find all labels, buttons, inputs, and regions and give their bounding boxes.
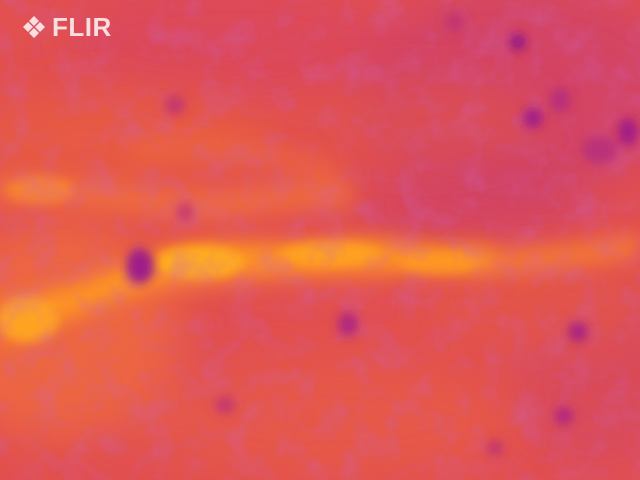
flir-diamond-icon: [23, 16, 45, 38]
cold-spots: [126, 12, 638, 456]
flir-logo: FLIR: [22, 14, 112, 40]
logo-text: FLIR: [52, 12, 112, 42]
